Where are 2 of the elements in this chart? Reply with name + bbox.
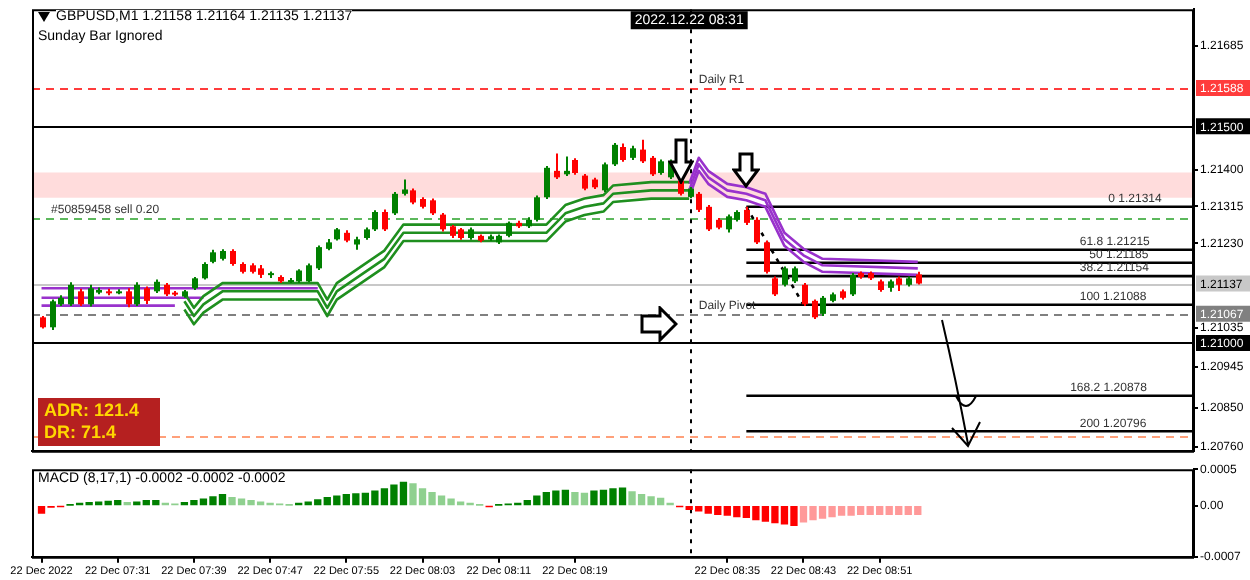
annotation: ADR: 121.4 <box>44 400 142 422</box>
annotation: DR: 71.4 <box>44 422 119 444</box>
